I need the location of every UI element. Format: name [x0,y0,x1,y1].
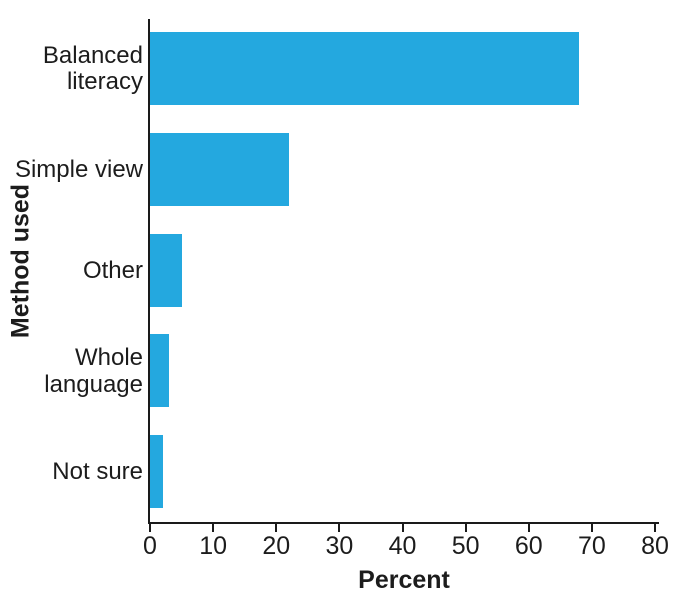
x-tick-label: 40 [388,532,417,560]
category-label: Balanced literacy [42,41,143,96]
category-label: Simple view [14,155,143,183]
category-label: Whole language [44,343,143,398]
y-axis-line [148,19,150,524]
x-tick-label: 80 [641,532,669,560]
x-tick-mark [401,524,404,532]
x-tick-mark [654,524,656,532]
x-tick-label: 50 [451,532,480,560]
x-tick-label: 60 [514,532,543,560]
x-tick-label: 20 [262,532,291,560]
bar [150,132,289,206]
x-tick-mark [275,524,278,532]
x-tick-label: 70 [577,532,606,560]
bar [150,32,580,105]
x-tick-mark [464,524,467,532]
category-label: Not sure [52,458,143,486]
bar [150,435,163,509]
bar [150,233,182,307]
x-tick-mark [527,524,530,532]
x-axis-title: Percent [358,566,450,594]
x-axis-line [148,522,659,524]
x-tick-mark [590,524,593,532]
x-tick-mark [338,524,341,532]
x-tick-label: 0 [143,532,157,560]
category-label: Other [82,256,143,284]
x-tick-mark [212,524,215,532]
x-tick-label: 30 [325,532,354,560]
bar [150,334,169,408]
x-tick-label: 10 [199,532,228,560]
x-tick-mark [149,524,151,532]
